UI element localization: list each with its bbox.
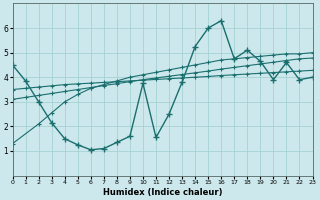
X-axis label: Humidex (Indice chaleur): Humidex (Indice chaleur) xyxy=(103,188,222,197)
